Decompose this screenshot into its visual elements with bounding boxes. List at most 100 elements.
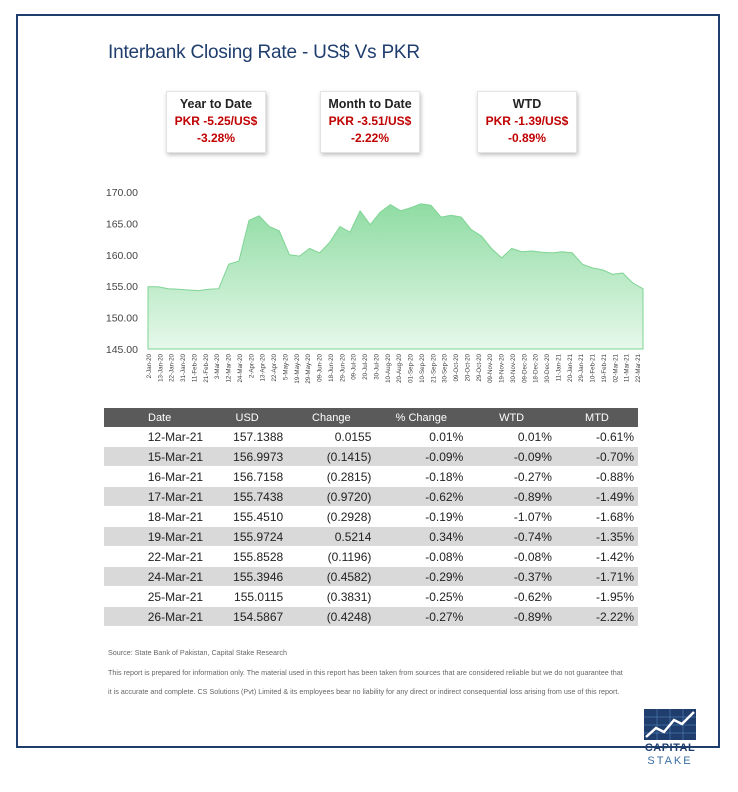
cell-mtd: -1.35% — [555, 526, 638, 547]
cell-mtd: -0.61% — [555, 427, 638, 447]
x-tick-label: 31-Jan-20 — [180, 353, 187, 381]
kpi-value: PKR -1.39/US$ — [485, 114, 569, 128]
x-tick-label: 13-Apr-20 — [260, 353, 267, 381]
kpi-month-to-date: Month to Date PKR -3.51/US$ -2.22% — [320, 91, 420, 153]
x-tick-label: 29-Oct-20 — [476, 353, 483, 381]
cell-wtd: -0.62% — [467, 586, 556, 607]
x-tick-label: 21-Feb-20 — [203, 353, 210, 382]
cell-change: (0.4248) — [287, 606, 376, 627]
cell-wtd: -0.89% — [467, 606, 556, 627]
x-tick-label: 18-Dec-20 — [533, 353, 540, 382]
kpi-percent: -3.28% — [196, 131, 236, 145]
cell-change: 0.0155 — [287, 427, 376, 447]
cell-change: (0.4582) — [287, 566, 376, 587]
cell-wtd: -0.08% — [467, 546, 556, 567]
x-tick-label: 20-Oct-20 — [464, 353, 471, 381]
rising-chart-logo-icon — [644, 709, 696, 740]
header-mtd: MTD — [555, 408, 638, 427]
rate-area-chart: 145.00 150.00 155.00 160.00 165.00 170.00 2-J… — [106, 187, 644, 384]
capital-stake-logo: CAPITAL STAKE — [640, 707, 700, 771]
x-tick-label: 13-Jan-20 — [157, 353, 164, 381]
cell-date: 18-Mar-21 — [104, 506, 208, 527]
cell-date: 22-Mar-21 — [104, 546, 208, 567]
kpi-percent: -0.89% — [507, 131, 547, 145]
x-tick-label: 19-Feb-21 — [601, 353, 608, 382]
cell-change: (0.1196) — [287, 546, 376, 567]
x-tick-label: 30-Jul-20 — [373, 353, 380, 379]
cell-usd: 157.1388 — [207, 427, 288, 447]
x-tick-label: 18-Jun-20 — [328, 353, 335, 381]
y-tick-label: 170.00 — [106, 187, 138, 199]
x-tick-label: 09-Jul-20 — [351, 353, 358, 379]
x-tick-label: 22-Jan-20 — [169, 353, 176, 381]
cell-wtd: -0.09% — [467, 446, 556, 467]
cell-wtd: -1.07% — [467, 506, 556, 527]
kpi-value: PKR -3.51/US$ — [328, 114, 412, 128]
x-tick-label: 19-May-20 — [294, 353, 301, 383]
cell-date: 19-Mar-21 — [104, 526, 208, 547]
y-tick-label: 150.00 — [106, 313, 138, 325]
x-tick-label: 22-Apr-20 — [271, 353, 278, 381]
cell-usd: 155.9724 — [207, 526, 288, 547]
table-row: 17-Mar-21 155.7438 (0.9720) -0.62% -0.89% -1.… — [104, 486, 638, 507]
kpi-label: WTD — [512, 97, 542, 111]
cell-change: 0.5214 — [287, 526, 376, 547]
x-tick-label: 5-May-20 — [282, 353, 289, 380]
cell-pct: -0.62% — [375, 486, 468, 507]
source-note: Source: State Bank of Pakistan, Capital … — [108, 648, 287, 657]
y-tick-label: 165.00 — [106, 218, 138, 230]
x-tick-label: 11-Jan-21 — [555, 353, 562, 381]
kpi-label: Year to Date — [179, 97, 253, 111]
x-tick-label: 30-Dec-20 — [544, 353, 551, 382]
cell-mtd: -1.71% — [555, 566, 638, 587]
x-tick-label: 19-Nov-20 — [499, 353, 506, 382]
table-row: 24-Mar-21 155.3946 (0.4582) -0.29% -0.37% -1.… — [104, 566, 638, 587]
cell-usd: 155.0115 — [207, 586, 288, 607]
cell-pct: 0.34% — [375, 526, 468, 547]
cell-wtd: -0.27% — [467, 466, 556, 487]
table-header-row: Date USD Change % Change WTD MTD — [104, 408, 638, 427]
chart-area-series — [147, 203, 644, 350]
x-tick-label: 12-Mar-20 — [226, 353, 233, 382]
logo-text-capital: CAPITAL — [644, 742, 696, 754]
x-tick-label: 24-Mar-20 — [237, 353, 244, 382]
cell-pct: -0.18% — [375, 466, 468, 487]
table-row: 26-Mar-21 154.5867 (0.4248) -0.27% -0.89% -2.… — [104, 606, 638, 627]
cell-usd: 154.5867 — [207, 606, 288, 627]
cell-usd: 156.9973 — [207, 446, 288, 467]
x-tick-label: 11-Mar-21 — [624, 353, 631, 382]
cell-date: 17-Mar-21 — [104, 486, 208, 507]
cell-mtd: -0.70% — [555, 446, 638, 467]
cell-pct: -0.09% — [375, 446, 468, 467]
cell-usd: 156.7158 — [207, 466, 288, 487]
kpi-week-to-date: WTD PKR -1.39/US$ -0.89% — [477, 91, 577, 153]
x-axis: 2-Jan-20 13-Jan-20 22-Jan-20 31-Jan-20 11-Fe… — [146, 353, 642, 383]
cell-usd: 155.3946 — [207, 566, 288, 587]
logo-text-stake: STAKE — [647, 755, 693, 767]
cell-usd: 155.4510 — [207, 506, 288, 527]
x-tick-label: 20-Aug-20 — [396, 353, 403, 382]
x-tick-label: 10-Feb-21 — [590, 353, 597, 382]
x-tick-label: 11-Feb-20 — [191, 353, 198, 382]
cell-wtd: -0.74% — [467, 526, 556, 547]
table-row: 22-Mar-21 155.8528 (0.1196) -0.08% -0.08% -1.… — [104, 546, 638, 567]
x-tick-label: 29-Jun-20 — [339, 353, 346, 381]
cell-wtd: -0.37% — [467, 566, 556, 587]
x-tick-label: 20-Jul-20 — [362, 353, 369, 379]
x-tick-label: 20-Jan-21 — [567, 353, 574, 381]
cell-mtd: -0.88% — [555, 466, 638, 487]
cell-date: 24-Mar-21 — [104, 566, 208, 587]
cell-date: 25-Mar-21 — [104, 586, 208, 607]
page-title: Interbank Closing Rate - US$ Vs PKR — [108, 42, 420, 63]
x-tick-label: 22-Mar-21 — [635, 353, 642, 382]
cell-mtd: -1.42% — [555, 546, 638, 567]
x-tick-label: 02-Mar-21 — [612, 353, 619, 382]
cell-wtd: -0.89% — [467, 486, 556, 507]
cell-mtd: -1.68% — [555, 506, 638, 527]
cell-change: (0.3831) — [287, 586, 376, 607]
x-tick-label: 09-Dec-20 — [521, 353, 528, 382]
x-tick-label: 3-Mar-20 — [214, 353, 221, 379]
rate-table: Date USD Change % Change WTD MTD 12-Mar-… — [104, 408, 638, 627]
header-pct-change: % Change — [375, 408, 468, 427]
cell-pct: -0.08% — [375, 546, 468, 567]
